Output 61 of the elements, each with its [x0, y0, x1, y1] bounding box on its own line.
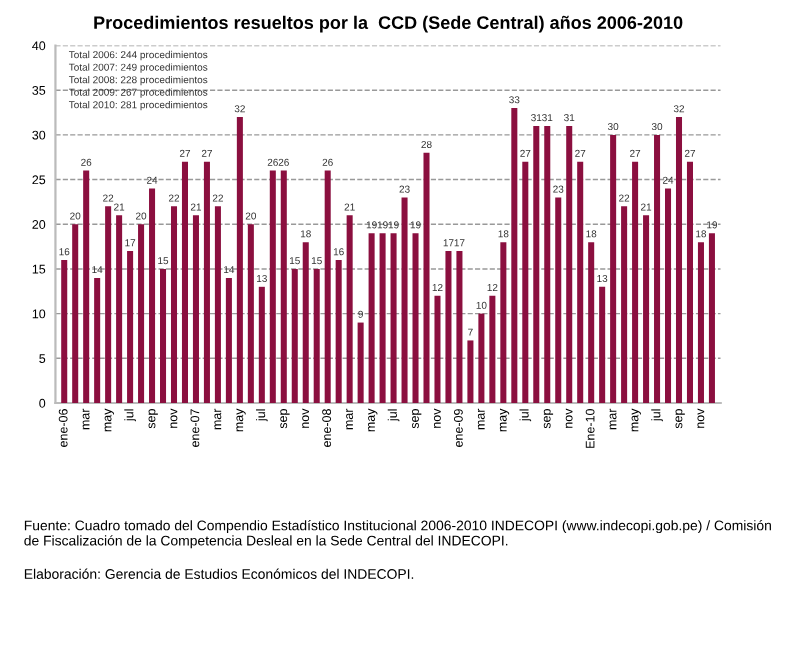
bar — [577, 161, 584, 403]
bar — [138, 224, 145, 403]
bar — [621, 206, 628, 403]
bar — [697, 242, 704, 403]
bar — [72, 224, 79, 403]
bar — [324, 170, 331, 403]
bar — [599, 286, 606, 403]
bar — [456, 251, 463, 403]
bar — [533, 125, 540, 403]
bar — [610, 134, 617, 403]
bar — [445, 251, 452, 403]
bar — [632, 161, 639, 403]
bar — [665, 188, 672, 403]
bar — [434, 295, 441, 403]
bar — [390, 233, 397, 403]
bar — [160, 268, 167, 403]
bar — [280, 170, 287, 403]
bar — [500, 242, 507, 403]
bar — [423, 152, 430, 403]
bar — [127, 251, 134, 403]
bar — [346, 215, 353, 403]
bar — [686, 161, 693, 403]
bar — [566, 125, 573, 403]
bar — [258, 286, 265, 403]
bar — [181, 161, 188, 403]
bar — [588, 242, 595, 403]
bar — [643, 215, 650, 403]
bar — [291, 268, 298, 403]
bar — [357, 322, 364, 403]
bar — [236, 117, 243, 403]
bar — [335, 260, 342, 403]
bar — [708, 233, 715, 403]
bar — [544, 125, 551, 403]
bar — [511, 108, 518, 403]
bar — [522, 161, 529, 403]
bar — [214, 206, 221, 403]
bar — [269, 170, 276, 403]
bar — [654, 134, 661, 403]
bar — [368, 233, 375, 403]
bar — [302, 242, 309, 403]
bar — [94, 277, 101, 403]
bar — [478, 313, 485, 403]
bar — [489, 295, 496, 403]
bar — [116, 215, 123, 403]
bar — [61, 260, 68, 403]
bar — [247, 224, 254, 403]
bar — [170, 206, 178, 403]
bar — [555, 197, 562, 403]
bar — [83, 170, 90, 403]
bar — [467, 340, 474, 403]
bar — [313, 268, 320, 403]
bar — [412, 233, 419, 403]
bar — [149, 188, 156, 403]
bar — [203, 161, 210, 403]
bar — [192, 215, 199, 403]
bar — [379, 233, 386, 403]
chart-title: Procedimientos resueltos por la CCD (Sede Central) años 2006-2010 — [94, 15, 683, 33]
bar — [675, 117, 683, 403]
bar — [105, 206, 112, 403]
bar — [225, 277, 232, 403]
bar — [401, 197, 408, 403]
